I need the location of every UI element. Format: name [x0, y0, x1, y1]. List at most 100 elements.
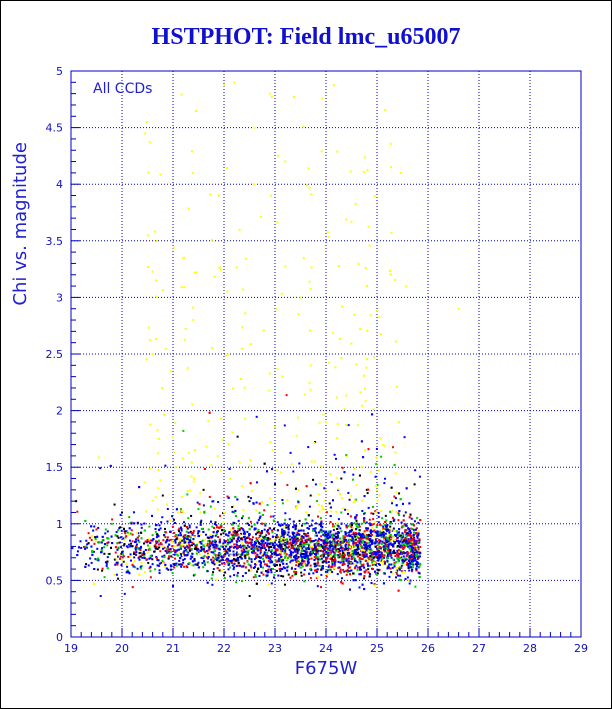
scatter-point: [312, 551, 315, 554]
scatter-point: [303, 532, 306, 535]
scatter-point: [202, 555, 205, 558]
scatter-point: [226, 550, 229, 553]
scatter-point: [292, 538, 295, 541]
scatter-point: [401, 551, 404, 554]
scatter-point: [414, 547, 417, 550]
scatter-point: [175, 533, 178, 536]
scatter-point: [356, 566, 359, 569]
scatter-point: [179, 538, 182, 541]
scatter-point: [389, 554, 392, 557]
scatter-point: [117, 529, 120, 532]
scatter-point: [339, 537, 342, 540]
scatter-point: [267, 545, 270, 548]
scatter-point: [151, 563, 154, 566]
scatter-point: [365, 555, 368, 558]
scatter-point: [290, 567, 293, 570]
scatter-point: [385, 544, 388, 547]
scatter-point: [326, 537, 329, 540]
scatter-point: [384, 532, 387, 535]
scatter-point: [316, 568, 319, 571]
scatter-point: [280, 574, 283, 577]
x-tick-label: 26: [421, 642, 435, 655]
scatter-point: [324, 533, 327, 536]
scatter-point: [373, 194, 376, 197]
scatter-point: [246, 536, 249, 539]
scatter-point: [160, 561, 163, 564]
scatter-point: [306, 551, 309, 554]
scatter-point: [279, 558, 282, 561]
scatter-point: [253, 183, 256, 186]
scatter-point: [337, 539, 340, 542]
scatter-point: [217, 554, 220, 557]
scatter-point: [374, 584, 377, 587]
scatter-point: [412, 541, 415, 544]
scatter-point: [197, 530, 200, 533]
scatter-point: [318, 564, 321, 567]
scatter-point: [106, 556, 109, 559]
scatter-point: [242, 508, 245, 511]
scatter-point: [314, 539, 317, 542]
scatter-point: [160, 545, 163, 548]
scatter-point: [353, 499, 356, 502]
scatter-point: [381, 530, 384, 533]
scatter-point: [173, 566, 176, 569]
scatter-point: [377, 552, 380, 555]
x-tick-label: 28: [523, 642, 537, 655]
scatter-point: [326, 539, 329, 542]
scatter-point: [232, 568, 235, 571]
scatter-point: [361, 553, 364, 556]
scatter-point: [292, 551, 295, 554]
scatter-point: [355, 548, 358, 551]
scatter-point: [132, 552, 135, 555]
scatter-point: [204, 550, 207, 553]
scatter-point: [341, 497, 344, 500]
scatter-point: [157, 564, 160, 567]
scatter-point: [377, 532, 380, 535]
scatter-point: [208, 539, 211, 542]
scatter-point: [138, 486, 141, 489]
scatter-point: [412, 563, 415, 566]
scatter-point: [316, 552, 319, 555]
scatter-point: [390, 543, 393, 546]
scatter-point: [224, 546, 227, 549]
scatter-point: [410, 560, 413, 563]
scatter-point: [282, 539, 285, 542]
scatter-point: [394, 340, 397, 343]
scatter-point: [412, 543, 415, 546]
scatter-point: [137, 539, 140, 542]
scatter-point: [255, 537, 258, 540]
scatter-point: [368, 533, 371, 536]
scatter-point: [401, 571, 404, 574]
scatter-point: [378, 553, 381, 556]
scatter-point: [120, 564, 123, 567]
scatter-point: [386, 528, 389, 531]
scatter-point: [363, 588, 366, 591]
scatter-point: [235, 531, 238, 534]
scatter-point: [309, 564, 312, 567]
scatter-point: [392, 446, 395, 449]
scatter-point: [401, 536, 404, 539]
scatter-point: [163, 554, 166, 557]
scatter-point: [415, 545, 418, 548]
scatter-point: [349, 515, 352, 518]
scatter-point: [380, 533, 383, 536]
scatter-point: [313, 565, 316, 568]
scatter-point: [255, 545, 258, 548]
scatter-point: [284, 518, 287, 521]
scatter-point: [106, 542, 109, 545]
scatter-point: [175, 564, 178, 567]
scatter-point: [115, 531, 118, 534]
scatter-point: [206, 552, 209, 555]
scatter-point: [296, 531, 299, 534]
scatter-point: [223, 530, 226, 533]
scatter-point: [384, 523, 387, 526]
scatter-point: [84, 545, 87, 548]
scatter-point: [212, 568, 215, 571]
scatter-point: [415, 550, 418, 553]
scatter-point: [360, 440, 363, 443]
scatter-point: [329, 473, 332, 476]
scatter-point: [357, 523, 360, 526]
scatter-point: [304, 534, 307, 537]
scatter-point: [325, 547, 328, 550]
scatter-point: [335, 548, 338, 551]
